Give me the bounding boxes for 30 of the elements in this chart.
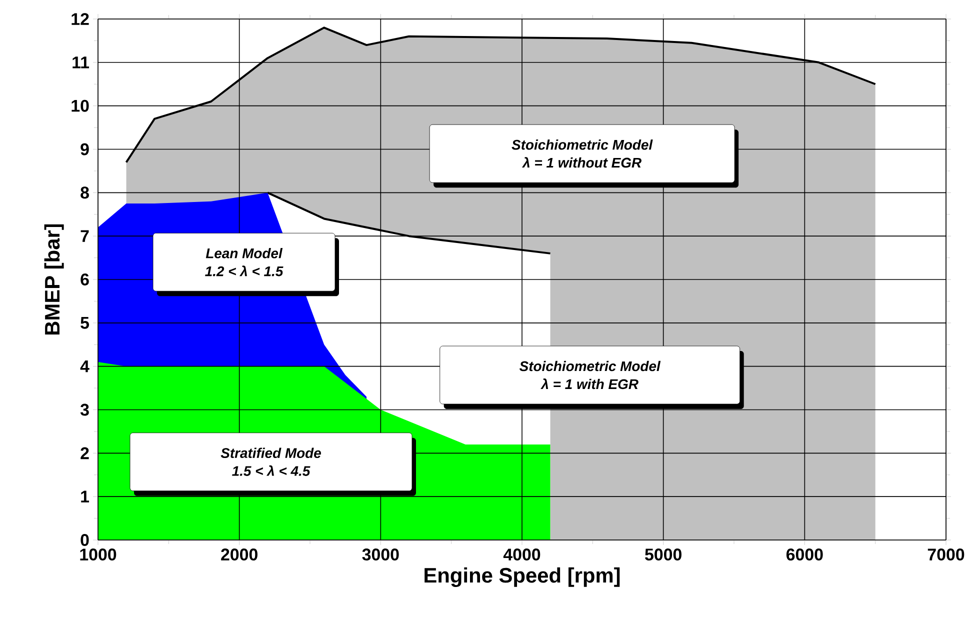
annotation: Stratified Mode	[220, 448, 321, 458]
y-axis-title: BMEP [bar]	[44, 224, 64, 334]
y-tick-label: 0	[80, 534, 89, 546]
annotation: 1.5 < λ < 4.5	[232, 465, 310, 476]
y-tick-label: 6	[80, 274, 89, 286]
x-tick-label: 5000	[645, 548, 682, 561]
x-tick-label: 4000	[503, 548, 540, 561]
annotation: 1.2 < λ < 1.5	[205, 266, 284, 276]
annotation: λ = 1 without EGR	[522, 157, 642, 168]
y-tick-label: 4	[80, 360, 90, 372]
y-tick-label: 7	[80, 230, 89, 242]
annotation: Stoichiometric Model	[519, 360, 661, 372]
y-tick-label: 3	[80, 404, 89, 416]
y-tick-label: 1	[81, 490, 90, 502]
x-tick-label: 1000	[80, 548, 116, 561]
y-tick-label: 8	[80, 186, 89, 199]
x-tick-label: 2000	[221, 548, 258, 561]
y-tick-label: 2	[80, 447, 89, 460]
annotation: Lean Model	[206, 248, 283, 258]
annotation: λ = 1 with EGR	[540, 378, 638, 390]
y-tick-label: 11	[72, 56, 90, 68]
y-tick-label: 10	[72, 100, 89, 112]
x-tick-label: 3000	[362, 548, 399, 561]
x-tick-label: 7000	[928, 548, 964, 561]
y-tick-label: 9	[80, 143, 89, 156]
y-tick-label: 5	[80, 317, 90, 329]
y-tick-label: 12	[72, 13, 89, 25]
x-tick-label: 6000	[786, 548, 823, 561]
annotation: Stoichiometric Model	[512, 139, 653, 150]
x-axis-title: Engine Speed [rpm]	[424, 567, 620, 587]
